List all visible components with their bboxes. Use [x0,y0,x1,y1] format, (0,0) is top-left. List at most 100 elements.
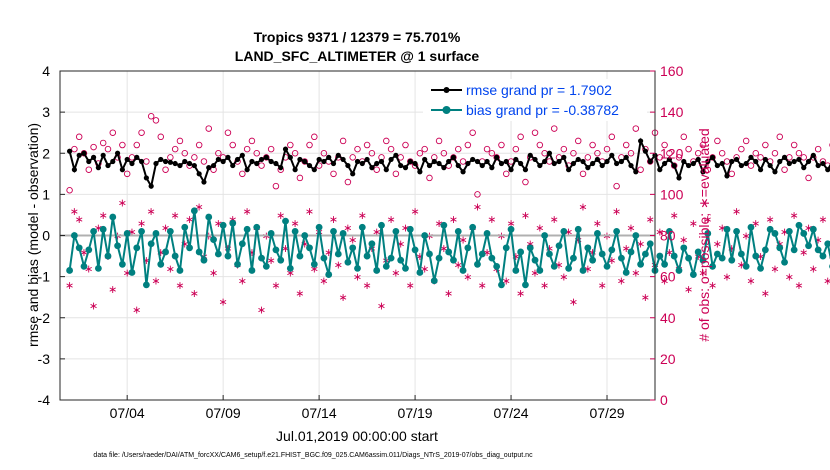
obs-evaluated-point: ∗ [473,201,482,214]
bias-point [589,256,597,264]
rmse-point [258,156,265,163]
rmse-point [690,160,696,167]
obs-evaluated-point: ∗ [324,246,333,259]
rmse-point [335,152,341,158]
obs-evaluated-point: ∗ [65,279,74,292]
bias-point [128,269,136,276]
y-axis-label-left: rmse and bias (model - observation) [25,123,41,347]
rmse-point [633,169,639,175]
rmse-point [95,165,101,171]
obs-evaluated-point: ∗ [209,267,218,280]
bias-point [464,244,472,252]
rmse-point [733,156,740,163]
legend-bias-label: bias grand pr = -0.38782 [466,102,619,118]
obs-possible-point [637,166,644,173]
bias-point [123,230,131,237]
bias-point [685,254,692,262]
obs-possible-point [119,141,126,149]
obs-possible-point [536,141,544,149]
bias-point [737,250,745,258]
rmse-point [105,162,111,169]
obs-possible-point [229,141,236,149]
obs-possible-point [200,158,208,165]
obs-possible-point [752,149,760,157]
obs-evaluated-point: ∗ [463,271,472,284]
bias-point [70,232,78,239]
obs-possible-point [584,154,592,161]
obs-possible-point [661,141,668,149]
bias-point [776,244,784,252]
obs-possible-point [243,145,251,153]
rmse-point [685,162,692,169]
obs-evaluated-point: ∗ [137,217,146,230]
obs-possible-point [464,141,472,149]
obs-evaluated-point: ∗ [108,283,117,296]
obs-possible-point [455,145,462,153]
obs-possible-point [781,166,788,173]
bias-point [339,230,347,237]
obs-possible-point [263,154,270,161]
rmse-point [326,154,332,160]
rmse-point [177,162,183,169]
obs-evaluated-point: ∗ [291,217,300,230]
obs-possible-point [258,162,265,169]
rmse-point [124,156,130,163]
obs-possible-point [675,154,683,161]
rmse-point [460,169,466,175]
bias-point [752,252,760,260]
obs-evaluated-point: ∗ [698,267,707,280]
obs-possible-point [560,145,568,153]
bias-point [541,232,549,239]
bias-point [632,232,640,239]
bias-point [147,240,155,248]
obs-evaluated-point: ∗ [540,279,549,292]
obs-evaluated-point: ∗ [118,197,127,210]
bias-point [718,254,726,262]
obs-possible-point [66,187,73,194]
obs-possible-point [656,154,664,161]
obs-possible-point [627,149,635,157]
obs-possible-point [742,137,750,145]
rmse-point [551,160,557,167]
obs-evaluated-point: ∗ [454,258,463,271]
obs-possible-point [531,129,539,136]
bias-point [814,246,822,254]
rmse-point [158,156,164,163]
obs-evaluated-point: ∗ [708,279,717,292]
bias-point [507,225,515,233]
rmse-point [705,158,711,165]
bias-point [291,227,299,235]
bias-point [699,256,707,264]
bias-point [742,262,750,270]
rmse-point [148,183,154,189]
rmse-point [278,165,284,171]
obs-evaluated-point: ∗ [684,283,693,296]
obs-possible-point [714,137,721,145]
bias-point [781,258,788,266]
tick-label-left: 0 [42,228,50,244]
obs-evaluated-point: ∗ [377,299,386,312]
obs-possible-point [311,133,318,141]
rmse-point [546,150,553,156]
obs-possible-point [387,145,395,153]
obs-possible-point [99,139,107,147]
rmse-point [455,162,461,169]
obs-possible-point [191,154,198,161]
legend-bias-marker [442,106,451,114]
bias-point [613,227,621,235]
obs-evaluated-point: ∗ [823,275,830,288]
rmse-point [201,179,207,185]
rmse-point [76,152,82,158]
obs-possible-point [152,117,160,124]
obs-possible-point [694,149,702,157]
obs-evaluated-point: ∗ [545,242,554,255]
bias-point [483,230,491,237]
rmse-point [172,160,178,167]
rmse-point [566,167,572,173]
obs-possible-point [790,141,798,149]
bias-point [133,244,141,252]
obs-possible-point [728,170,736,178]
obs-possible-point [814,145,822,153]
rmse-point [234,156,241,163]
rmse-point [239,152,245,158]
